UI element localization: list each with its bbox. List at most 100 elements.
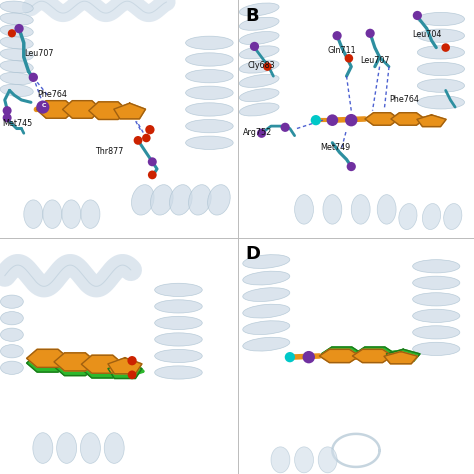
- Ellipse shape: [422, 203, 441, 229]
- Ellipse shape: [43, 200, 62, 228]
- Ellipse shape: [323, 195, 342, 224]
- Text: Met749: Met749: [320, 143, 351, 152]
- Point: [305, 353, 312, 361]
- Text: Thr877: Thr877: [95, 147, 124, 156]
- Polygon shape: [108, 363, 142, 378]
- Polygon shape: [353, 349, 392, 363]
- Polygon shape: [114, 103, 146, 119]
- Point: [146, 126, 154, 134]
- Ellipse shape: [243, 288, 290, 301]
- Ellipse shape: [413, 309, 460, 322]
- Ellipse shape: [189, 185, 211, 215]
- Ellipse shape: [413, 260, 460, 273]
- Polygon shape: [108, 358, 142, 374]
- Ellipse shape: [239, 32, 279, 45]
- Ellipse shape: [186, 70, 233, 83]
- Ellipse shape: [0, 25, 33, 37]
- Polygon shape: [27, 354, 69, 372]
- Point: [347, 163, 355, 170]
- Ellipse shape: [0, 345, 23, 358]
- Text: Phe764: Phe764: [389, 94, 419, 103]
- Ellipse shape: [413, 293, 460, 306]
- Point: [128, 357, 136, 365]
- Text: Phe764: Phe764: [37, 90, 67, 99]
- Ellipse shape: [186, 136, 233, 149]
- Ellipse shape: [33, 433, 53, 464]
- Ellipse shape: [56, 433, 77, 464]
- Ellipse shape: [295, 447, 313, 473]
- Point: [258, 129, 265, 137]
- Point: [3, 114, 11, 121]
- Ellipse shape: [0, 49, 33, 61]
- Ellipse shape: [155, 316, 202, 329]
- Point: [3, 107, 11, 114]
- Ellipse shape: [151, 185, 173, 215]
- Ellipse shape: [155, 300, 202, 313]
- Ellipse shape: [0, 311, 23, 325]
- Point: [29, 73, 37, 81]
- Ellipse shape: [239, 17, 279, 30]
- Ellipse shape: [186, 103, 233, 116]
- Point: [345, 55, 353, 62]
- Ellipse shape: [0, 73, 33, 85]
- Polygon shape: [417, 115, 446, 127]
- Ellipse shape: [239, 103, 279, 116]
- Ellipse shape: [170, 185, 192, 215]
- Ellipse shape: [399, 203, 417, 229]
- Polygon shape: [391, 113, 425, 125]
- Text: Leu707: Leu707: [361, 56, 390, 65]
- Polygon shape: [63, 100, 101, 118]
- Ellipse shape: [239, 74, 279, 87]
- Point: [442, 44, 449, 51]
- Point: [282, 124, 289, 131]
- Polygon shape: [386, 349, 420, 361]
- Ellipse shape: [81, 433, 100, 464]
- Point: [264, 63, 271, 71]
- Polygon shape: [355, 347, 395, 360]
- Ellipse shape: [239, 89, 279, 102]
- Point: [128, 371, 136, 379]
- Ellipse shape: [243, 255, 290, 268]
- Ellipse shape: [243, 337, 290, 351]
- Point: [148, 171, 156, 179]
- Polygon shape: [54, 353, 96, 371]
- Polygon shape: [365, 113, 399, 125]
- Ellipse shape: [0, 361, 23, 374]
- Ellipse shape: [417, 29, 465, 42]
- Polygon shape: [36, 100, 75, 118]
- Ellipse shape: [0, 328, 23, 341]
- Polygon shape: [82, 355, 123, 373]
- Point: [286, 353, 294, 361]
- Polygon shape: [384, 352, 418, 364]
- Ellipse shape: [0, 61, 33, 73]
- Text: Gln711: Gln711: [328, 46, 356, 55]
- Ellipse shape: [104, 433, 124, 464]
- Polygon shape: [319, 349, 359, 363]
- Ellipse shape: [417, 96, 465, 109]
- Ellipse shape: [24, 200, 43, 228]
- Ellipse shape: [0, 84, 33, 97]
- Ellipse shape: [0, 13, 33, 25]
- Point: [413, 12, 421, 19]
- Ellipse shape: [417, 46, 465, 59]
- Ellipse shape: [131, 185, 154, 215]
- Point: [251, 43, 258, 50]
- Point: [39, 103, 46, 111]
- Polygon shape: [82, 360, 123, 378]
- Point: [148, 158, 156, 165]
- Point: [134, 137, 142, 144]
- Ellipse shape: [413, 276, 460, 290]
- Point: [8, 29, 16, 37]
- Ellipse shape: [271, 447, 290, 473]
- Ellipse shape: [208, 185, 230, 215]
- Ellipse shape: [155, 349, 202, 363]
- Ellipse shape: [0, 36, 33, 49]
- Ellipse shape: [417, 79, 465, 92]
- Text: Leu707: Leu707: [24, 49, 53, 58]
- Ellipse shape: [186, 119, 233, 133]
- Point: [366, 29, 374, 37]
- Ellipse shape: [155, 283, 202, 297]
- Text: Met745: Met745: [2, 119, 33, 128]
- Ellipse shape: [413, 326, 460, 339]
- Ellipse shape: [239, 46, 279, 59]
